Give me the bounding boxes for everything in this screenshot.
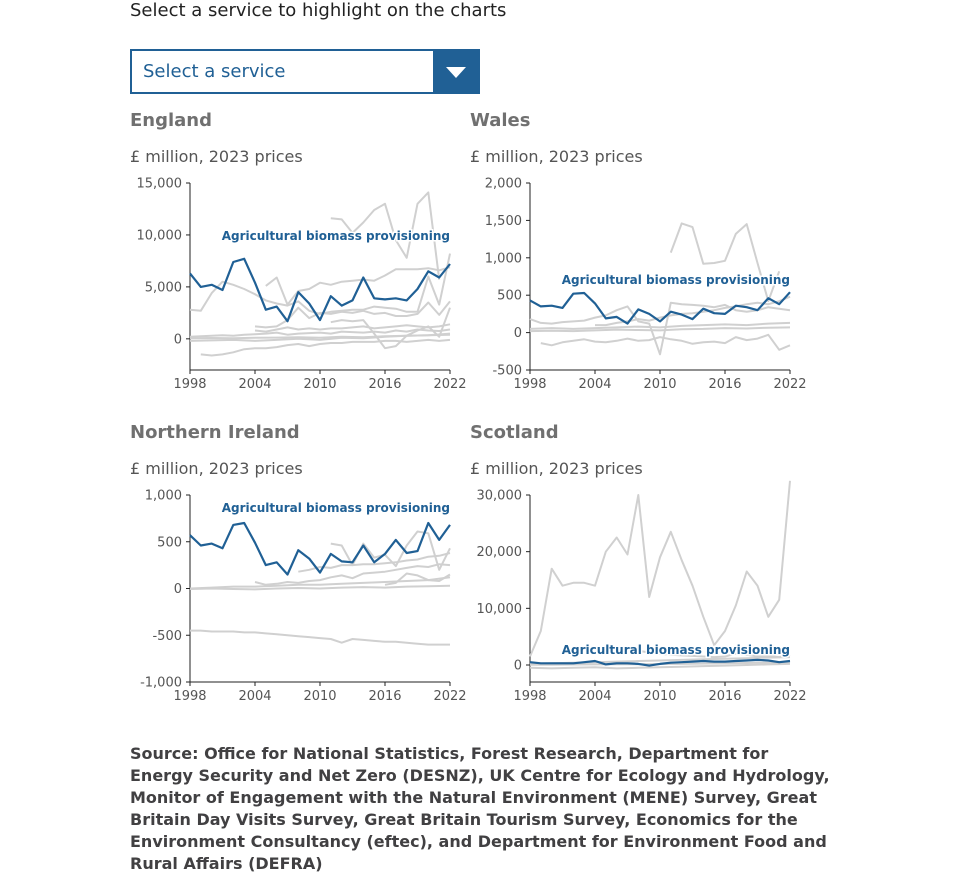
x-tick-label: 1998 (173, 689, 206, 704)
x-tick-label: 2016 (708, 689, 741, 704)
y-tick-label: 10,000 (477, 602, 523, 617)
chart-scotland: 30,000 20,000 10,000 0 1998 2004 2010 2016 2022 A… (477, 480, 807, 704)
x-tick-label: 2004 (238, 377, 271, 392)
x-tick-label: 2010 (303, 689, 336, 704)
x-tick-label: 2010 (303, 377, 336, 392)
background-series-line (529, 301, 791, 356)
panel-subtitle-scotland: £ million, 2023 prices (470, 459, 643, 478)
x-tick-label: 2016 (368, 377, 401, 392)
background-series-line (189, 576, 451, 590)
y-tick-label: 15,000 (137, 177, 183, 192)
x-tick-label: 2022 (433, 377, 466, 392)
background-series-line (529, 326, 791, 333)
x-tick-label: 2016 (708, 377, 741, 392)
x-tick-label: 1998 (513, 689, 546, 704)
highlight-series-label: Agricultural biomass provisioning (222, 229, 450, 243)
background-series-line (669, 222, 781, 303)
chart-england: 15,000 10,000 5,000 0 1998 2004 2010 2016 2022 Ag… (137, 177, 467, 393)
background-series-line (529, 321, 791, 330)
panel-title-scotland: Scotland (470, 422, 559, 443)
y-tick-label: -1,000 (140, 676, 182, 691)
background-series-line (189, 328, 451, 338)
y-tick-label: 1,000 (145, 489, 182, 504)
background-series-line (254, 323, 451, 333)
y-tick-label: 500 (157, 535, 182, 550)
background-series-line (384, 572, 451, 586)
y-tick-label: 500 (497, 289, 522, 304)
y-tick-label: 0 (514, 659, 522, 674)
x-tick-label: 2010 (643, 377, 676, 392)
x-tick-label: 2022 (773, 689, 806, 704)
background-series-line (200, 338, 451, 357)
y-tick-label: 20,000 (477, 545, 523, 560)
background-series-line (595, 295, 791, 327)
x-tick-label: 2004 (578, 377, 611, 392)
background-series-line (254, 563, 451, 586)
background-series-line (330, 530, 451, 571)
highlight-series-line (189, 257, 451, 323)
y-tick-label: -500 (152, 629, 182, 644)
x-tick-label: 2004 (578, 689, 611, 704)
panel-subtitle-wales: £ million, 2023 prices (470, 147, 643, 166)
background-series-line (189, 584, 451, 591)
y-tick-label: 2,000 (485, 177, 522, 192)
y-tick-label: 1,000 (485, 251, 522, 266)
x-tick-label: 2022 (773, 377, 806, 392)
instruction-text: Select a service to highlight on the cha… (130, 0, 507, 21)
panel-subtitle-northern-ireland: £ million, 2023 prices (130, 459, 303, 478)
y-tick-label: 5,000 (145, 280, 182, 295)
highlight-series-line (529, 658, 791, 667)
y-tick-label: 0 (514, 326, 522, 341)
select-dropdown-button[interactable] (433, 51, 478, 92)
background-series-line (265, 266, 451, 306)
background-series-line (330, 191, 441, 280)
highlight-series-label: Agricultural biomass provisioning (562, 643, 790, 657)
background-series-line (529, 480, 791, 657)
y-tick-label: 1,500 (485, 214, 522, 229)
x-tick-label: 2022 (433, 689, 466, 704)
background-series-line (189, 332, 451, 342)
highlight-series-line (529, 291, 791, 325)
background-series-line (529, 662, 791, 670)
y-tick-label: 10,000 (137, 228, 183, 243)
panel-title-wales: Wales (470, 110, 531, 131)
highlight-series-label: Agricultural biomass provisioning (222, 501, 450, 515)
x-tick-label: 2016 (368, 689, 401, 704)
x-tick-label: 1998 (513, 377, 546, 392)
panel-subtitle-england: £ million, 2023 prices (130, 147, 303, 166)
background-series-line (190, 629, 450, 646)
highlight-series-label: Agricultural biomass provisioning (562, 273, 790, 287)
x-tick-label: 1998 (173, 377, 206, 392)
x-tick-label: 2004 (238, 689, 271, 704)
y-tick-label: 0 (174, 332, 182, 347)
source-note: Source: Office for National Statistics, … (130, 744, 830, 873)
y-tick-label: -500 (492, 364, 522, 379)
background-series-line (540, 333, 791, 351)
service-select[interactable]: Select a service (130, 49, 480, 94)
y-tick-label: 0 (174, 582, 182, 597)
y-tick-label: 30,000 (477, 489, 523, 504)
panel-title-england: England (130, 110, 213, 131)
background-series-line (638, 649, 791, 659)
x-tick-label: 2010 (643, 689, 676, 704)
chevron-down-icon (446, 67, 466, 78)
panel-title-northern-ireland: Northern Ireland (130, 422, 300, 443)
highlight-series-line (189, 521, 451, 576)
service-select-value: Select a service (143, 61, 286, 82)
